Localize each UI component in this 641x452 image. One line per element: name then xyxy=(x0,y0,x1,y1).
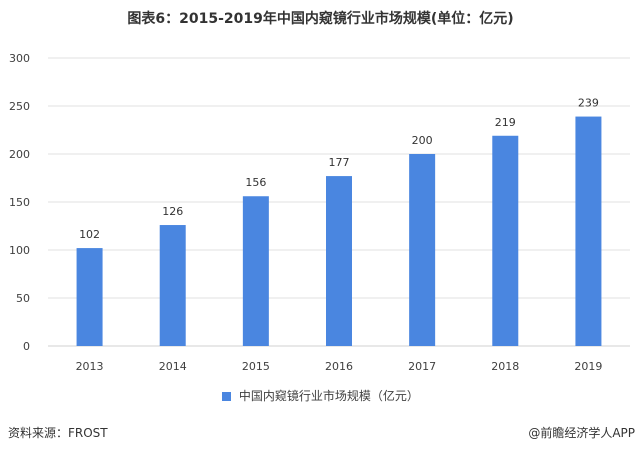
data-label-2014: 126 xyxy=(162,205,183,218)
x-tick-label: 2015 xyxy=(242,360,270,373)
bar-2014 xyxy=(159,225,186,346)
y-tick-label: 300 xyxy=(9,52,30,65)
y-tick-label: 250 xyxy=(9,100,30,113)
y-tick-label: 200 xyxy=(9,148,30,161)
data-label-2013: 102 xyxy=(79,228,100,241)
x-tick-label: 2018 xyxy=(491,360,519,373)
y-tick-label: 100 xyxy=(9,244,30,257)
bar-2015 xyxy=(242,196,269,346)
legend-swatch xyxy=(222,392,232,401)
bar-2013 xyxy=(76,248,103,346)
chart-title: 图表6：2015-2019年中国内窥镜行业市场规模(单位：亿元) xyxy=(127,11,514,27)
source-note: 资料来源：FROST xyxy=(8,426,108,440)
y-tick-label: 50 xyxy=(16,292,30,305)
credit-note: @前瞻经济学人APP xyxy=(528,426,635,440)
bars xyxy=(76,116,602,346)
data-label-2017: 200 xyxy=(412,134,433,147)
x-tick-label: 2013 xyxy=(76,360,104,373)
legend: 中国内窥镜行业市场规模（亿元） xyxy=(0,387,641,404)
legend-label: 中国内窥镜行业市场规模（亿元） xyxy=(238,389,419,403)
bar-2016 xyxy=(326,176,352,346)
x-tick-label: 2019 xyxy=(574,360,602,373)
x-tick-label: 2014 xyxy=(159,360,187,373)
data-label-2018: 219 xyxy=(495,116,516,129)
y-tick-label: 0 xyxy=(23,340,30,353)
x-tick-label: 2016 xyxy=(325,360,353,373)
bar-2018 xyxy=(492,135,519,346)
data-labels: 102 126 156 177 200 219 239 xyxy=(79,97,599,242)
bar-2019 xyxy=(575,116,602,346)
data-label-2016: 177 xyxy=(329,156,350,169)
data-label-2015: 156 xyxy=(245,176,266,189)
x-axis-ticks: 2013 2014 2015 2016 2017 2018 2019 xyxy=(76,360,603,373)
data-label-2019: 239 xyxy=(578,97,599,110)
y-axis-ticks: 0 50 100 150 200 250 300 xyxy=(9,52,30,353)
x-tick-label: 2017 xyxy=(408,360,436,373)
y-tick-label: 150 xyxy=(9,196,30,209)
bar-2017 xyxy=(409,154,436,346)
